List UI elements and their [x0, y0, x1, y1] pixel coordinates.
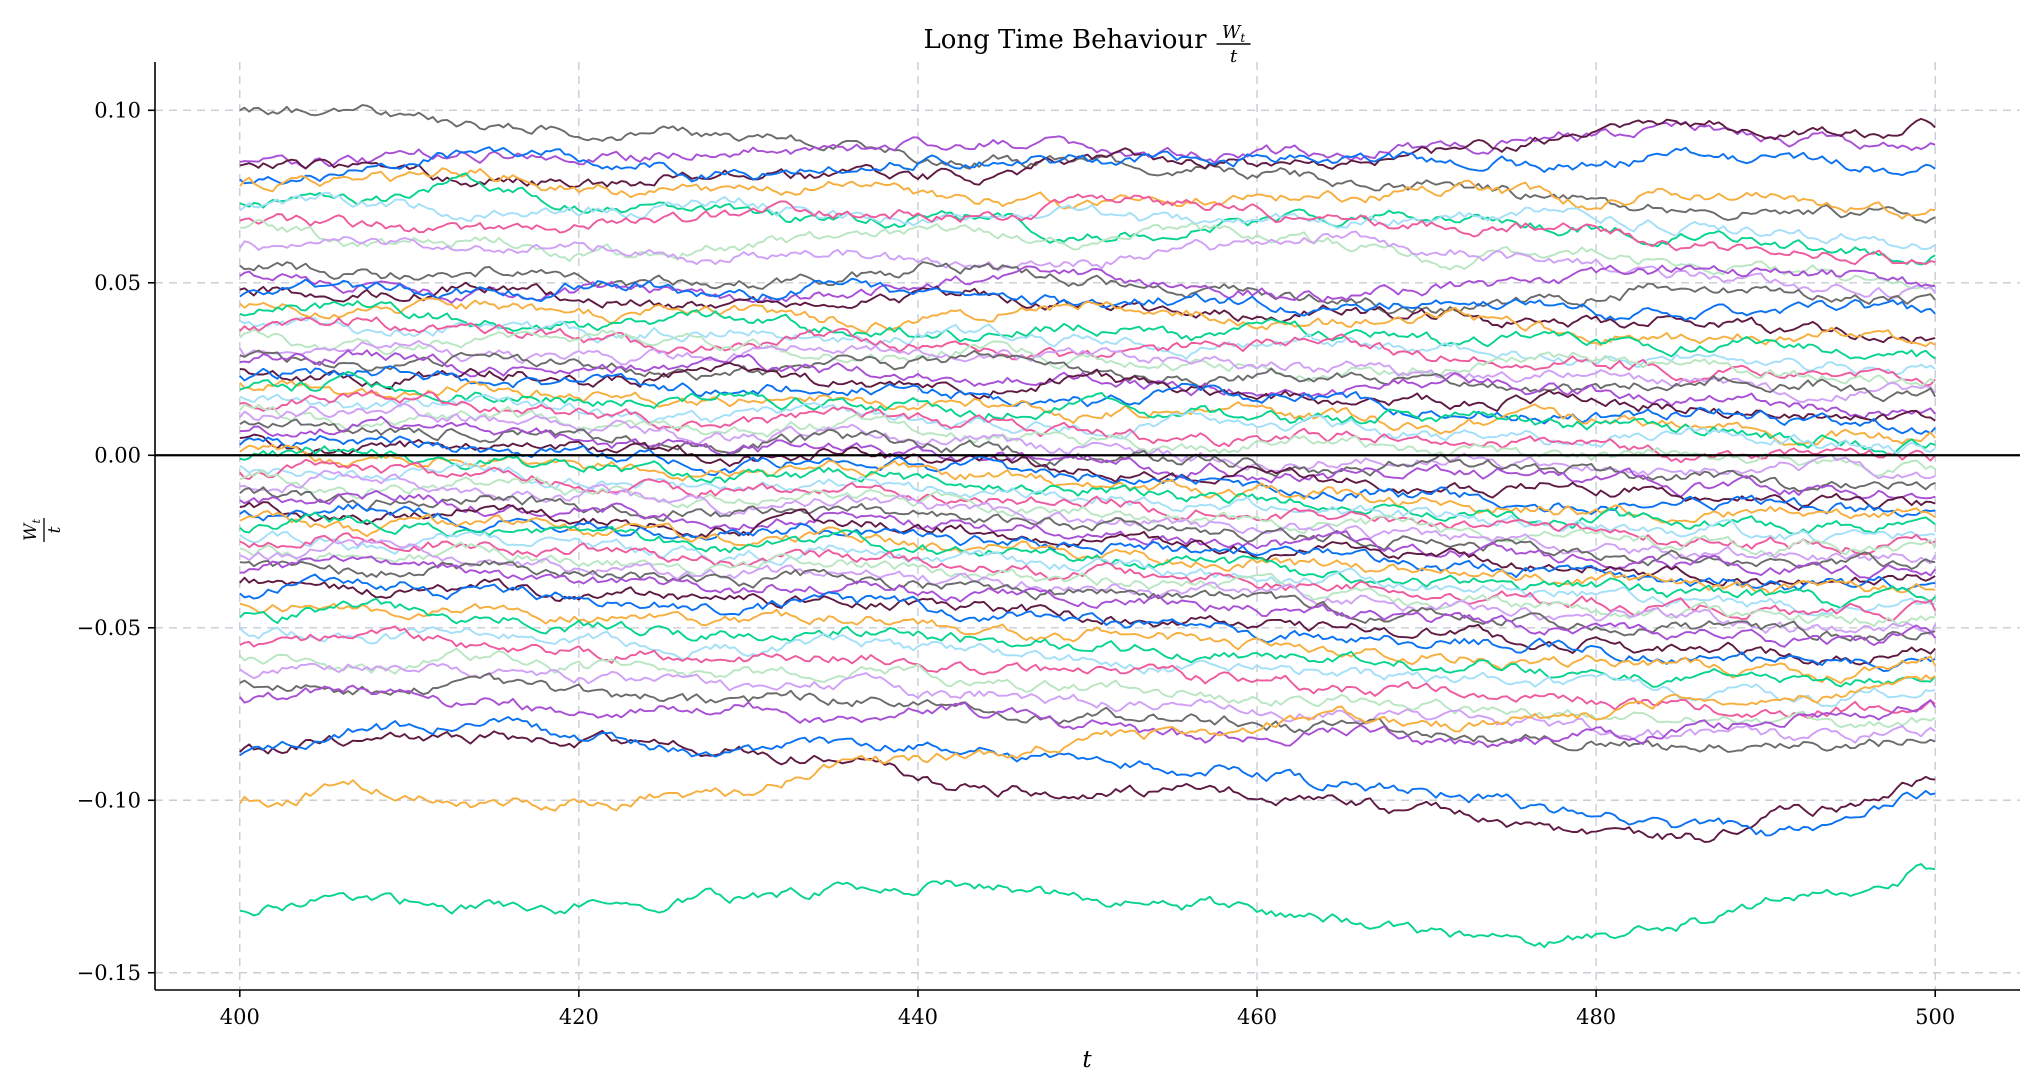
series-line-57 — [239, 626, 1936, 708]
series-line-64 — [239, 716, 1936, 837]
ylabel-numerator-symbol: W — [21, 522, 41, 541]
y-tick-label-0: 0.10 — [94, 98, 141, 122]
title-fraction-numerator: Wt — [1222, 22, 1246, 45]
series-line-63 — [239, 729, 1936, 843]
series-line-30 — [239, 402, 1936, 480]
series-line-24 — [239, 365, 1936, 435]
series-line-59 — [239, 647, 1936, 729]
series-line-14 — [239, 277, 1936, 322]
series-line-65 — [239, 674, 1936, 812]
series-group — [238, 104, 1937, 949]
series-line-39 — [239, 469, 1937, 558]
x-tick-label-480: 480 — [1576, 1005, 1616, 1029]
y-tick-label-4: −0.10 — [77, 788, 141, 812]
series-line-51 — [239, 559, 1936, 642]
ylabel-fraction-denominator: t — [45, 526, 65, 533]
title-numerator-symbol: W — [1222, 22, 1242, 43]
series-line-47 — [239, 530, 1936, 617]
series-line-66 — [239, 863, 1936, 949]
chart-title-text: Long Time Behaviour — [923, 25, 1207, 55]
series-line-7 — [239, 191, 1936, 251]
series-line-3 — [239, 117, 1936, 188]
ylabel-numerator-subscript: t — [30, 518, 43, 523]
x-axis-label: t — [1082, 1047, 1092, 1073]
series-line-48 — [239, 532, 1937, 622]
x-tick-label-460: 460 — [1237, 1005, 1277, 1029]
series-line-36 — [239, 445, 1936, 535]
x-tick-label-440: 440 — [898, 1005, 938, 1029]
series-line-38 — [239, 458, 1936, 556]
series-line-8 — [239, 193, 1936, 266]
series-line-61 — [239, 672, 1936, 753]
series-line-46 — [239, 511, 1936, 610]
y-axis-label: Wt t — [21, 518, 65, 542]
x-tick-label-500: 500 — [1915, 1005, 1955, 1029]
series-line-62 — [239, 684, 1936, 748]
series-line-25 — [239, 379, 1936, 446]
series-line-15 — [239, 297, 1936, 348]
series-line-42 — [239, 489, 1936, 580]
series-line-21 — [239, 349, 1937, 403]
series-line-11 — [239, 261, 1936, 315]
y-tick-label-3: −0.05 — [77, 616, 141, 640]
series-line-1 — [239, 104, 1936, 224]
series-line-52 — [239, 554, 1936, 648]
series-line-49 — [239, 541, 1936, 628]
series-line-53 — [239, 576, 1936, 666]
series-line-33 — [239, 433, 1936, 512]
series-line-17 — [239, 316, 1936, 376]
series-line-28 — [239, 389, 1936, 464]
chart-title: Long Time Behaviour Wt t — [923, 22, 1251, 67]
series-line-23 — [239, 361, 1936, 422]
series-line-56 — [239, 597, 1936, 688]
series-line-37 — [239, 461, 1936, 544]
series-line-5 — [239, 167, 1936, 220]
series-line-4 — [239, 146, 1936, 185]
series-line-43 — [239, 501, 1936, 587]
series-line-20 — [238, 339, 1936, 404]
series-line-29 — [239, 403, 1936, 477]
grid-lines — [155, 62, 2020, 990]
series-line-40 — [239, 469, 1937, 565]
ylabel-fraction-numerator: Wt — [21, 518, 43, 540]
series-line-9 — [239, 218, 1936, 290]
y-tick-label-5: −0.15 — [77, 961, 141, 985]
x-tick-label-400: 400 — [220, 1005, 260, 1029]
y-tick-label-2: 0.00 — [94, 443, 141, 467]
series-line-18 — [239, 316, 1936, 387]
y-tick-label-1: 0.05 — [94, 271, 141, 295]
y-ticks: 0.10 0.05 0.00 −0.05 −0.10 −0.15 — [77, 98, 155, 985]
series-line-16 — [239, 300, 1936, 360]
axes — [154, 62, 2020, 991]
series-line-10 — [239, 230, 1936, 299]
x-ticks: 400 420 440 460 480 500 — [220, 990, 1955, 1029]
series-line-60 — [239, 662, 1936, 744]
series-line-41 — [239, 486, 1936, 570]
series-line-58 — [239, 625, 1936, 719]
series-line-6 — [239, 172, 1936, 266]
series-line-55 — [239, 602, 1937, 685]
series-line-26 — [239, 370, 1936, 457]
title-fraction-denominator: t — [1230, 46, 1238, 67]
title-numerator-subscript: t — [1240, 31, 1245, 45]
series-line-27 — [239, 393, 1936, 455]
series-line-19 — [239, 328, 1936, 388]
x-tick-label-420: 420 — [559, 1005, 599, 1029]
